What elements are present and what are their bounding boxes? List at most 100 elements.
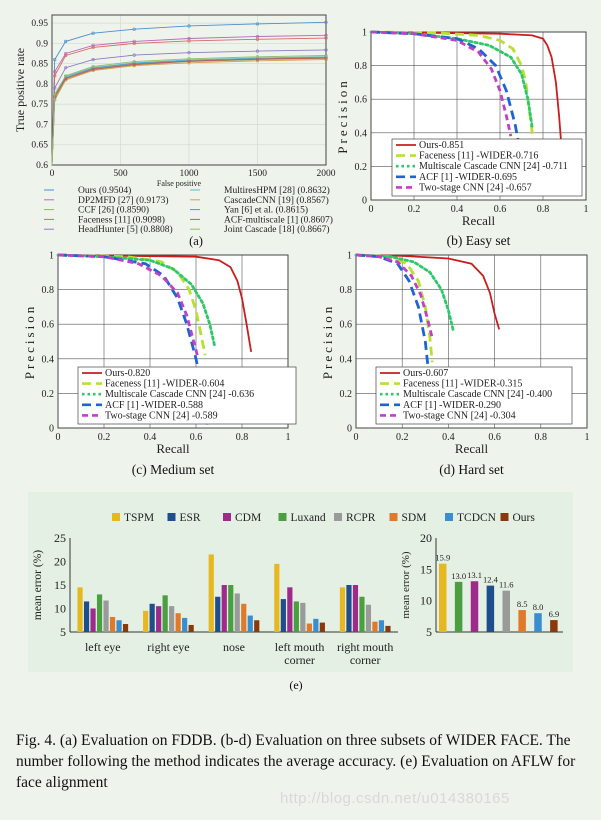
bar <box>254 620 260 632</box>
bar <box>339 587 346 632</box>
bar <box>188 624 194 632</box>
x-tick-label: 1 <box>585 432 590 443</box>
panel-label: (a) <box>189 234 203 248</box>
bar <box>378 620 385 632</box>
legend-entry: ACF-multiscale [1] (0.8607) <box>224 214 333 225</box>
series-marker <box>53 57 57 62</box>
x-tick-label: 0.4 <box>144 432 157 443</box>
y-tick-label: 10 <box>420 594 432 608</box>
series-marker <box>324 36 328 40</box>
y-tick-label: 0.4 <box>42 354 55 365</box>
y-tick-label: 1 <box>49 251 54 262</box>
x-tick-label: left eye <box>85 640 121 654</box>
y-tick-label: 0.2 <box>340 389 353 400</box>
series-line <box>355 254 501 330</box>
series-marker <box>255 37 260 41</box>
legend-swatch <box>223 513 231 521</box>
series-line <box>51 21 327 166</box>
x-tick-label: 0.2 <box>408 204 421 215</box>
series-marker <box>132 39 136 43</box>
panel-label: (d) Hard set <box>439 462 504 477</box>
legend-entry: Ours (0.9504) <box>78 185 131 196</box>
bar <box>518 610 526 632</box>
y-tick-label: 20 <box>54 555 66 569</box>
series-marker <box>132 41 136 45</box>
legend-entry: CDM <box>235 512 261 524</box>
bar <box>169 606 175 632</box>
figure-caption: Fig. 4. (a) Evaluation on FDDB. (b-d) Ev… <box>16 732 576 791</box>
bar <box>143 610 149 632</box>
legend-entry: Ours-0.820 <box>105 368 150 379</box>
bar <box>319 622 325 632</box>
legend-swatch <box>167 513 176 521</box>
y-tick-label: 0.6 <box>340 320 353 331</box>
y-tick-label: 0.8 <box>355 61 368 72</box>
bar <box>306 623 312 632</box>
chart-aflw: TSPM ESR CDM Luxand RCPR SDM TCDCN Ours 5 10 15 20 2… <box>32 512 563 692</box>
x-tick-label: corner <box>350 653 381 667</box>
bar <box>346 585 352 632</box>
bar <box>534 613 542 632</box>
series-marker <box>187 57 191 61</box>
series-marker <box>64 39 68 43</box>
x-tick-label: 1500 <box>248 169 267 179</box>
series-marker <box>324 20 328 24</box>
series-line <box>370 30 513 137</box>
x-tick-label: corner <box>284 653 315 667</box>
bar <box>439 563 447 632</box>
y-tick-label: 25 <box>54 531 66 545</box>
legend-entry: SDM <box>402 512 427 524</box>
bar <box>122 624 129 632</box>
y-tick-label: 0.2 <box>355 162 368 173</box>
x-tick-label: 0.8 <box>535 432 548 443</box>
x-tick-label: 0.2 <box>396 432 409 443</box>
data-label: 15.9 <box>435 553 450 563</box>
x-axis-label: False positive <box>157 179 202 188</box>
bar <box>502 590 510 632</box>
bar <box>109 616 116 632</box>
chart-medium-set: 0 0.2 0.4 0.6 0.8 1 0 0.2 0.4 0.6 0.8 1 Ours-0.820Fa… <box>22 251 297 477</box>
y-tick-label: 5 <box>426 625 432 639</box>
bar <box>228 585 234 632</box>
bar <box>385 625 391 632</box>
legend-entry: Ours <box>513 512 536 524</box>
legend-entry: MultiresHPM [28] (0.8632) <box>224 185 330 196</box>
bar <box>182 617 188 632</box>
data-label: 6.9 <box>549 609 560 619</box>
legend-entry: Faceness [11] -WIDER-0.315 <box>403 379 522 390</box>
y-axis-label: Precision <box>335 78 350 153</box>
series-marker <box>132 53 136 57</box>
x-axis-label: Recall <box>462 213 496 228</box>
bar <box>470 581 479 632</box>
series-line <box>51 55 327 166</box>
y-tick-label: 0 <box>49 424 54 435</box>
y-axis-label: Precision <box>320 304 335 379</box>
legend-swatch <box>112 513 120 521</box>
legend-entry: HeadHunter [5] (0.8808) <box>78 224 173 235</box>
y-tick-label: 1 <box>347 251 352 262</box>
series-marker <box>53 86 57 90</box>
legend-entry: TCDCN <box>457 512 497 524</box>
series-marker <box>255 22 260 26</box>
legend-entry: Yan [6] et al. (0.8615) <box>224 205 308 216</box>
bar <box>96 594 103 632</box>
bar <box>208 554 214 632</box>
y-tick-label: 0.2 <box>42 389 55 400</box>
x-tick-label: 500 <box>113 169 128 179</box>
legend-entry: RCPR <box>346 512 376 524</box>
series-marker <box>91 57 95 62</box>
series-marker <box>91 64 95 69</box>
series-line <box>51 37 327 166</box>
series-line <box>51 49 327 166</box>
panel-label: (b) Easy set <box>447 233 511 248</box>
data-label: 13.0 <box>451 571 466 581</box>
legend-entry: ACF [1] -WIDER-0.290 <box>403 400 501 411</box>
x-tick-label: 0 <box>369 204 374 215</box>
data-label: 8.5 <box>517 599 528 609</box>
series-marker <box>324 48 328 52</box>
legend-entry: ACF [1] -WIDER-0.588 <box>105 400 203 411</box>
x-tick-label: 0.4 <box>451 204 464 215</box>
bar <box>90 608 96 632</box>
legend-entry: Faceness [11] -WIDER-0.604 <box>105 379 224 390</box>
bar <box>241 603 247 632</box>
